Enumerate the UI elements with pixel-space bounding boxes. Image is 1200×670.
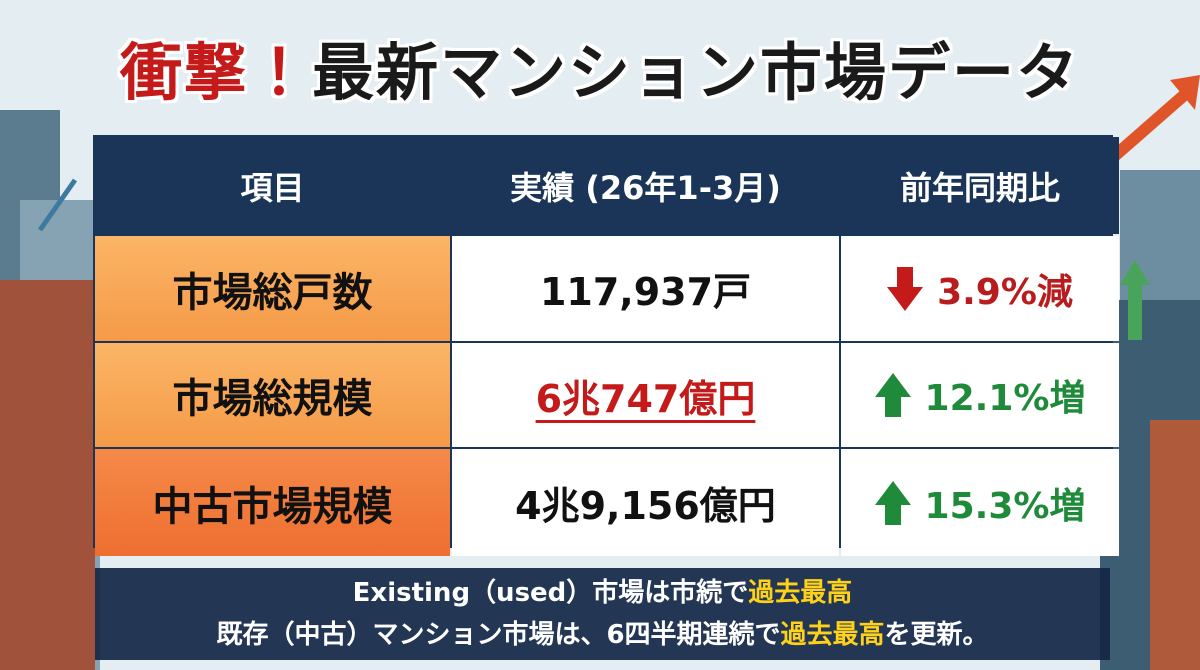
up-arrow: [874, 480, 911, 525]
row-label: 市場総規模: [95, 343, 450, 447]
caption-text: を更新。: [884, 620, 989, 650]
row-label: 市場総戸数: [95, 236, 450, 341]
header-cell: 項目: [95, 137, 450, 234]
highlight-value: 6兆747億円: [535, 376, 756, 421]
caption: Existing（used）市場は市続で過去最高 既存（中古）マンション市場は、…: [95, 568, 1110, 660]
caption-highlight: 過去最高: [780, 620, 885, 650]
up-arrow: [874, 373, 911, 417]
caption-text: Existing（used）市場は市続で: [352, 578, 749, 608]
change-text: 12.1%増: [924, 378, 1086, 419]
value-cell: 4兆9,156億円: [452, 449, 839, 556]
down-arrow: [887, 266, 924, 311]
change-cell: 3.9%減: [841, 236, 1119, 341]
caption-highlight: 過去最高: [748, 578, 853, 608]
title-accent: 衝撃！: [119, 36, 312, 109]
change-text: 15.3%増: [924, 485, 1086, 527]
change-text: 3.9%減: [937, 271, 1073, 313]
change-cell: 15.3%増: [841, 449, 1119, 556]
change-cell: 12.1%増: [841, 343, 1119, 447]
row-label: 中古市場規模: [95, 449, 450, 556]
title-text: 最新マンション市場データ: [312, 36, 1081, 109]
value-cell: 6兆747億円: [452, 343, 839, 447]
caption-line: 既存（中古）マンション市場は、6四半期連続で過去最高を更新。: [95, 614, 1110, 656]
header-cell: 実績 (26年1-3月): [452, 137, 839, 234]
caption-text: 既存（中古）マンション市場は、6四半期連続で: [216, 620, 781, 650]
header-cell: 前年同期比: [841, 137, 1119, 234]
title: 衝撃！最新マンション市場データ: [0, 22, 1200, 112]
table: 項目 実績 (26年1-3月) 前年同期比 市場総戸数 117,937戸 3.9…: [93, 135, 1119, 556]
caption-line: Existing（used）市場は市続で過去最高: [95, 572, 1110, 614]
value-cell: 117,937戸: [452, 236, 839, 341]
